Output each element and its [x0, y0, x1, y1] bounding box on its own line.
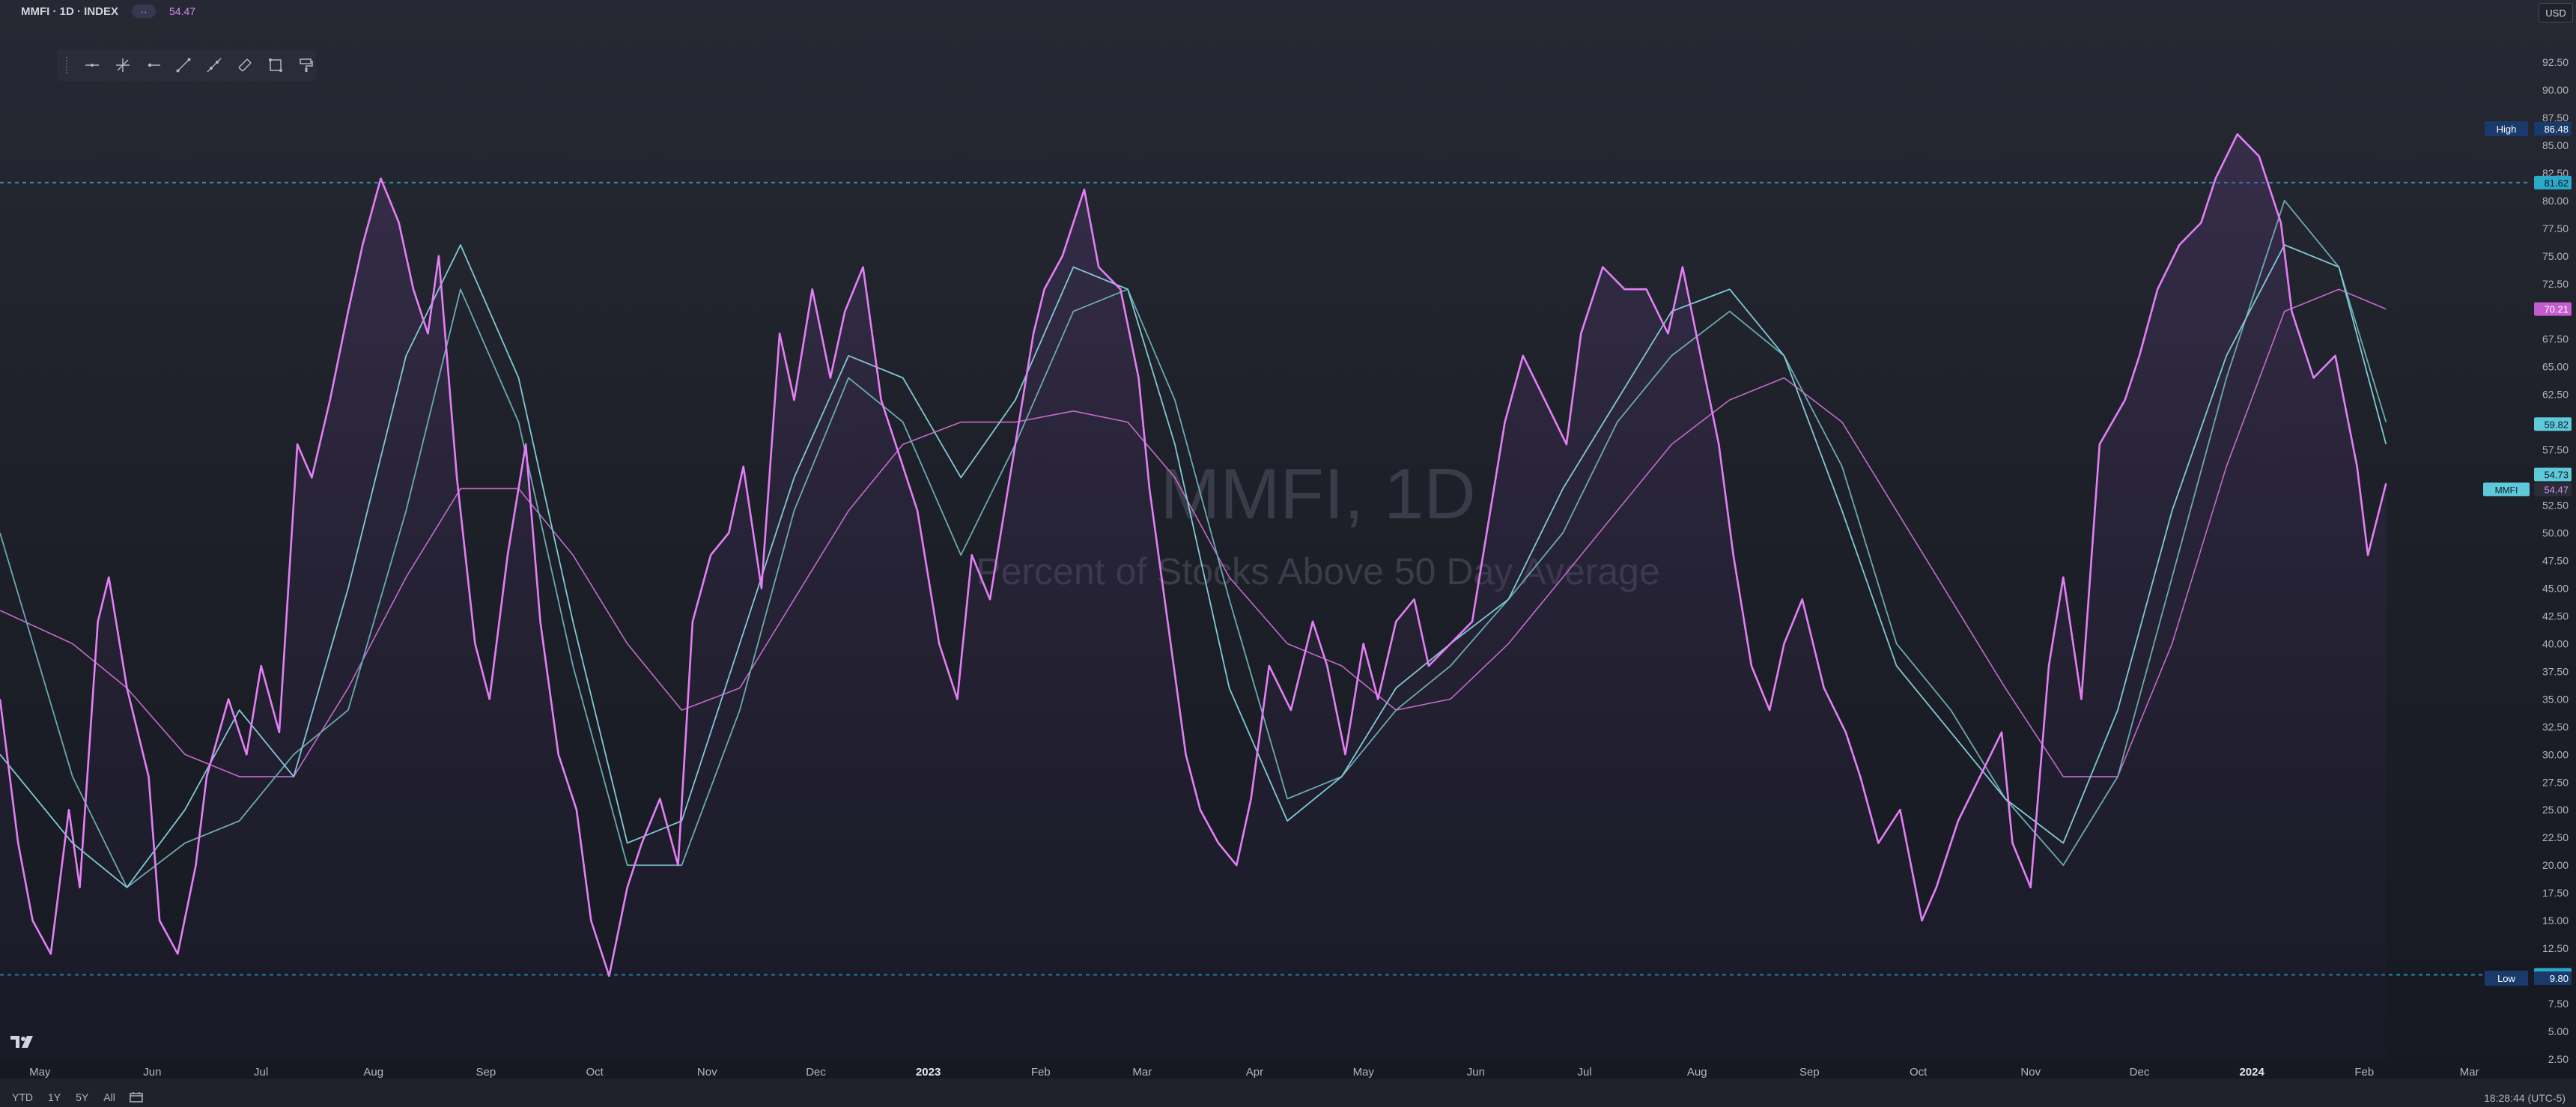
high-value-label: 86.48	[2544, 124, 2569, 135]
y-tick-label: 35.00	[2542, 693, 2569, 705]
y-tick-label: 32.50	[2542, 721, 2569, 733]
y-tick-label: 90.00	[2542, 84, 2569, 96]
low-value-label: 9.80	[2550, 973, 2569, 984]
y-tick-label: 15.00	[2542, 915, 2569, 926]
horizontal-line-tool-icon[interactable]	[82, 55, 103, 76]
trend-line-tool-icon[interactable]	[174, 55, 194, 76]
x-tick-label: Feb	[1031, 1066, 1051, 1079]
range-all-button[interactable]: All	[102, 1090, 117, 1105]
price-area	[0, 134, 2386, 1059]
y-tick-label: 20.00	[2542, 859, 2569, 871]
currency-label: USD	[2545, 7, 2566, 19]
chart-area[interactable]: MMFI, 1D Percent of Stocks Above 50 Day …	[0, 0, 2576, 1079]
x-tick-label: Jun	[1467, 1066, 1485, 1079]
low-marker-label: Low	[2497, 973, 2515, 984]
y-tick-label: 87.50	[2542, 112, 2569, 124]
y-tick-label: 27.50	[2542, 776, 2569, 788]
high-marker-label: High	[2497, 124, 2517, 135]
x-tick-label: Sep	[476, 1066, 496, 1079]
y-tick-label: 77.50	[2542, 222, 2569, 234]
range-ytd-button[interactable]: YTD	[10, 1090, 34, 1105]
price-tag-text: 54.73	[2544, 470, 2569, 481]
price-tag-text: 59.82	[2544, 419, 2569, 430]
x-tick-label: Mar	[1132, 1066, 1152, 1079]
y-tick-label: 2.50	[2548, 1053, 2569, 1065]
y-tick-label: 45.00	[2542, 582, 2569, 594]
price-tag-text: 70.21	[2544, 304, 2569, 315]
y-tick-label: 37.50	[2542, 665, 2569, 677]
x-tick-label: May	[29, 1066, 51, 1079]
time-range-bar: YTD 1Y 5Y All	[0, 1088, 2576, 1107]
price-tag-text: 54.47	[2544, 484, 2569, 495]
x-tick-label: Jun	[143, 1066, 161, 1079]
x-tick-label: Sep	[1799, 1066, 1820, 1079]
y-tick-label: 25.00	[2542, 804, 2569, 816]
x-tick-label: Dec	[2130, 1066, 2150, 1079]
y-tick-label: 62.50	[2542, 389, 2569, 401]
y-tick-label: 30.00	[2542, 748, 2569, 760]
y-tick-label: 5.00	[2548, 1025, 2569, 1037]
last-value: 54.47	[169, 5, 195, 17]
x-tick-label: 2023	[916, 1066, 941, 1079]
x-tick-label: Apr	[1246, 1066, 1263, 1079]
range-1y-button[interactable]: 1Y	[46, 1090, 62, 1105]
x-tick-label: Oct	[586, 1066, 604, 1079]
y-tick-label: 42.50	[2542, 610, 2569, 622]
x-tick-label: Oct	[1910, 1066, 1928, 1079]
tradingview-logo-icon[interactable]	[9, 1034, 34, 1049]
y-tick-label: 22.50	[2542, 831, 2569, 843]
x-tick-label: Jul	[1578, 1066, 1592, 1079]
y-tick-label: 40.00	[2542, 637, 2569, 649]
x-tick-label: Aug	[363, 1066, 383, 1079]
x-tick-label: Nov	[2020, 1066, 2041, 1079]
y-tick-label: 52.50	[2542, 500, 2569, 512]
symbol-tag-text: MMFI	[2495, 485, 2518, 495]
horizontal-ray-tool-icon[interactable]	[143, 55, 163, 76]
rectangle-tool-icon[interactable]	[265, 55, 285, 76]
y-tick-label: 47.50	[2542, 554, 2569, 566]
extended-line-tool-icon[interactable]	[204, 55, 225, 76]
y-tick-label: 57.50	[2542, 444, 2569, 456]
paint-roller-tool-icon[interactable]	[296, 55, 316, 76]
y-tick-label: 7.50	[2548, 998, 2569, 1010]
collapse-toggle[interactable]: ··	[132, 4, 156, 18]
x-tick-label: 2024	[2239, 1066, 2264, 1079]
price-tag-text: 81.62	[2544, 178, 2569, 189]
price-chart-svg[interactable]: MMFI, 1D Percent of Stocks Above 50 Day …	[0, 0, 2576, 1079]
time-axis[interactable]: May Jun Jul Aug Sep Oct Nov Dec 2023 Feb Mar Apr May…	[29, 1066, 2479, 1079]
parallel-channel-tool-icon[interactable]	[235, 55, 255, 76]
y-tick-label: 12.50	[2542, 942, 2569, 954]
y-tick-label: 50.00	[2542, 527, 2569, 539]
x-tick-label: Jul	[254, 1066, 268, 1079]
price-area-fill	[0, 134, 2386, 1059]
x-tick-label: Dec	[806, 1066, 826, 1079]
symbol-header: MMFI · 1D · INDEX ·· 54.47	[0, 0, 2552, 22]
ellipsis-icon: ··	[141, 6, 148, 17]
y-tick-label: 85.00	[2542, 139, 2569, 151]
y-tick-label: 67.50	[2542, 333, 2569, 345]
drawing-toolbar	[57, 49, 316, 81]
x-tick-label: May	[1353, 1066, 1375, 1079]
y-tick-label: 80.00	[2542, 195, 2569, 207]
range-5y-button[interactable]: 5Y	[74, 1090, 90, 1105]
x-tick-label: Nov	[697, 1066, 717, 1079]
y-tick-label: 17.50	[2542, 887, 2569, 899]
y-tick-label: 65.00	[2542, 361, 2569, 373]
y-tick-label: 75.00	[2542, 250, 2569, 262]
x-tick-label: Feb	[2354, 1066, 2374, 1079]
go-to-date-icon[interactable]	[129, 1091, 144, 1103]
symbol-title[interactable]: MMFI · 1D · INDEX	[21, 5, 118, 18]
price-axis[interactable]: 92.5090.0087.5085.0082.5080.0077.5075.00…	[2542, 56, 2569, 1065]
y-tick-label: 92.50	[2542, 56, 2569, 68]
clock-readout[interactable]: 18:28:44 (UTC-5)	[2484, 1092, 2566, 1104]
currency-select[interactable]: USD	[2539, 3, 2573, 22]
x-tick-label: Mar	[2460, 1066, 2479, 1079]
cross-line-tool-icon[interactable]	[113, 55, 133, 76]
y-tick-label: 72.50	[2542, 278, 2569, 290]
x-tick-label: Aug	[1687, 1066, 1707, 1079]
drag-handle-icon[interactable]	[66, 57, 72, 73]
